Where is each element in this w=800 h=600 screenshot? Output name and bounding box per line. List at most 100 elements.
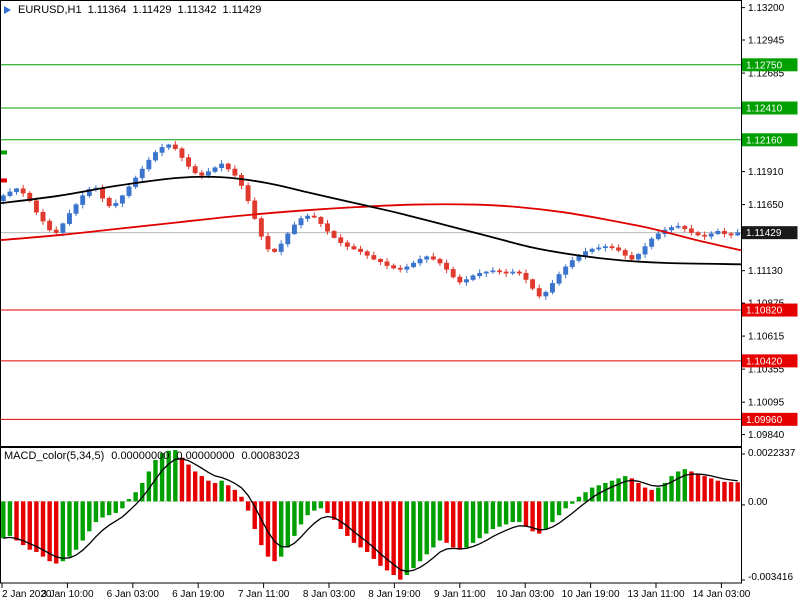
price-axis-tick-label: 1.12685 — [748, 69, 785, 80]
macd-histogram-bar — [431, 501, 436, 548]
candle-body — [490, 270, 496, 273]
macd-histogram-bar — [371, 501, 377, 559]
candle-body — [602, 246, 608, 249]
candle-body — [642, 246, 648, 255]
candle-body — [530, 279, 536, 289]
time-axis-label: 14 Jan 03:00 — [692, 589, 750, 600]
price-axis-area[interactable] — [741, 0, 800, 583]
candle-body — [391, 265, 397, 269]
macd-indicator-header: MACD_color(5,34,5) 0.00000000 0.00000000… — [4, 450, 300, 462]
price-axis-tick-label: 1.11650 — [748, 200, 784, 211]
candle-body — [192, 166, 198, 174]
candle-body — [47, 220, 53, 231]
macd-histogram-bar — [93, 501, 99, 523]
macd-histogram-bar — [689, 471, 694, 502]
candle-body — [86, 189, 92, 196]
candle-body — [549, 283, 555, 293]
macd-histogram-bar — [318, 501, 324, 509]
candle-body — [715, 231, 721, 235]
candle-body — [708, 233, 714, 237]
macd-histogram-bar — [7, 501, 13, 536]
time-axis-area[interactable] — [0, 583, 800, 600]
macd-histogram-bar — [695, 473, 701, 502]
candle-body — [245, 185, 251, 202]
macd-histogram-bar — [206, 480, 211, 502]
candle-body — [477, 272, 483, 276]
macd-histogram-bar — [735, 482, 740, 502]
macd-pane-area[interactable] — [0, 447, 741, 583]
macd-histogram-bar — [80, 501, 85, 541]
support-price-box — [741, 412, 798, 426]
candle-body — [225, 163, 231, 170]
macd-histogram-bar — [642, 487, 648, 502]
macd-histogram-bar — [404, 501, 410, 576]
candle-body — [377, 258, 383, 263]
time-axis-label: 7 Jan 11:00 — [238, 589, 290, 600]
candle-body — [139, 168, 145, 179]
time-axis-label: 2 Jan 2020 — [2, 589, 52, 600]
candle-body — [384, 261, 390, 266]
macd-signal-line — [3, 458, 738, 573]
macd-histogram-bar — [510, 501, 515, 523]
macd-histogram-bar — [470, 501, 476, 543]
candle-body — [516, 271, 522, 274]
candle-body — [305, 215, 311, 219]
macd-histogram-bar — [503, 501, 509, 525]
candle-body — [119, 195, 125, 204]
candle-body — [14, 188, 19, 193]
macd-histogram-bar — [623, 476, 628, 502]
candle-body — [543, 292, 549, 297]
time-axis-label: 10 Jan 19:00 — [562, 589, 620, 600]
candle-body — [636, 253, 641, 260]
candle-body — [583, 251, 588, 256]
macd-histogram-bar — [464, 501, 469, 548]
candle-body — [291, 224, 297, 235]
macd-histogram-bar — [159, 453, 165, 502]
price-axis-tick-label: 1.10355 — [748, 365, 785, 376]
candle-body — [596, 247, 602, 250]
macd-histogram-bar — [490, 501, 496, 530]
price-chart-area[interactable] — [0, 0, 741, 446]
macd-histogram-bar — [550, 501, 555, 523]
macd-histogram-bar — [682, 469, 687, 502]
candle-body — [722, 231, 727, 235]
macd-histogram-bar — [120, 501, 125, 509]
macd-histogram-bar — [153, 459, 158, 502]
candle-body — [669, 227, 674, 231]
macd-histogram-bar — [173, 450, 178, 502]
macd-histogram-bar — [126, 499, 132, 502]
candle-body — [60, 223, 66, 233]
candle-body — [179, 148, 185, 158]
candle-body — [106, 197, 112, 207]
candle-body — [7, 191, 13, 196]
macd-histogram-bar — [47, 501, 52, 562]
macd-histogram-bar — [603, 482, 608, 502]
candle-body — [682, 225, 688, 229]
macd-pane-border — [0, 447, 742, 584]
macd-histogram-bar — [497, 501, 502, 527]
macd-histogram-bar — [715, 480, 721, 502]
candle-body — [265, 236, 271, 250]
candle-body — [311, 215, 317, 218]
candle-body — [0, 195, 6, 202]
time-axis-label: 3 Jan 10:00 — [41, 589, 94, 600]
candle-body — [437, 258, 443, 264]
candle-body — [444, 262, 450, 270]
candle-body — [318, 217, 324, 224]
macd-histogram-bar — [166, 450, 171, 502]
macd-histogram-bar — [60, 501, 66, 562]
candle-body — [371, 255, 377, 260]
price-axis-tick-label: 1.10615 — [748, 332, 785, 343]
macd-histogram-bar — [179, 457, 185, 502]
macd-histogram-bar — [245, 501, 251, 511]
macd-histogram-bar — [583, 492, 588, 502]
support-price-box — [741, 303, 798, 317]
candle-body — [569, 260, 575, 268]
macd-histogram-bar — [199, 476, 204, 502]
macd-histogram-bar — [252, 501, 257, 530]
macd-histogram-bar — [378, 501, 383, 566]
macd-histogram-bar — [477, 501, 482, 539]
macd-histogram-bar — [437, 501, 443, 541]
